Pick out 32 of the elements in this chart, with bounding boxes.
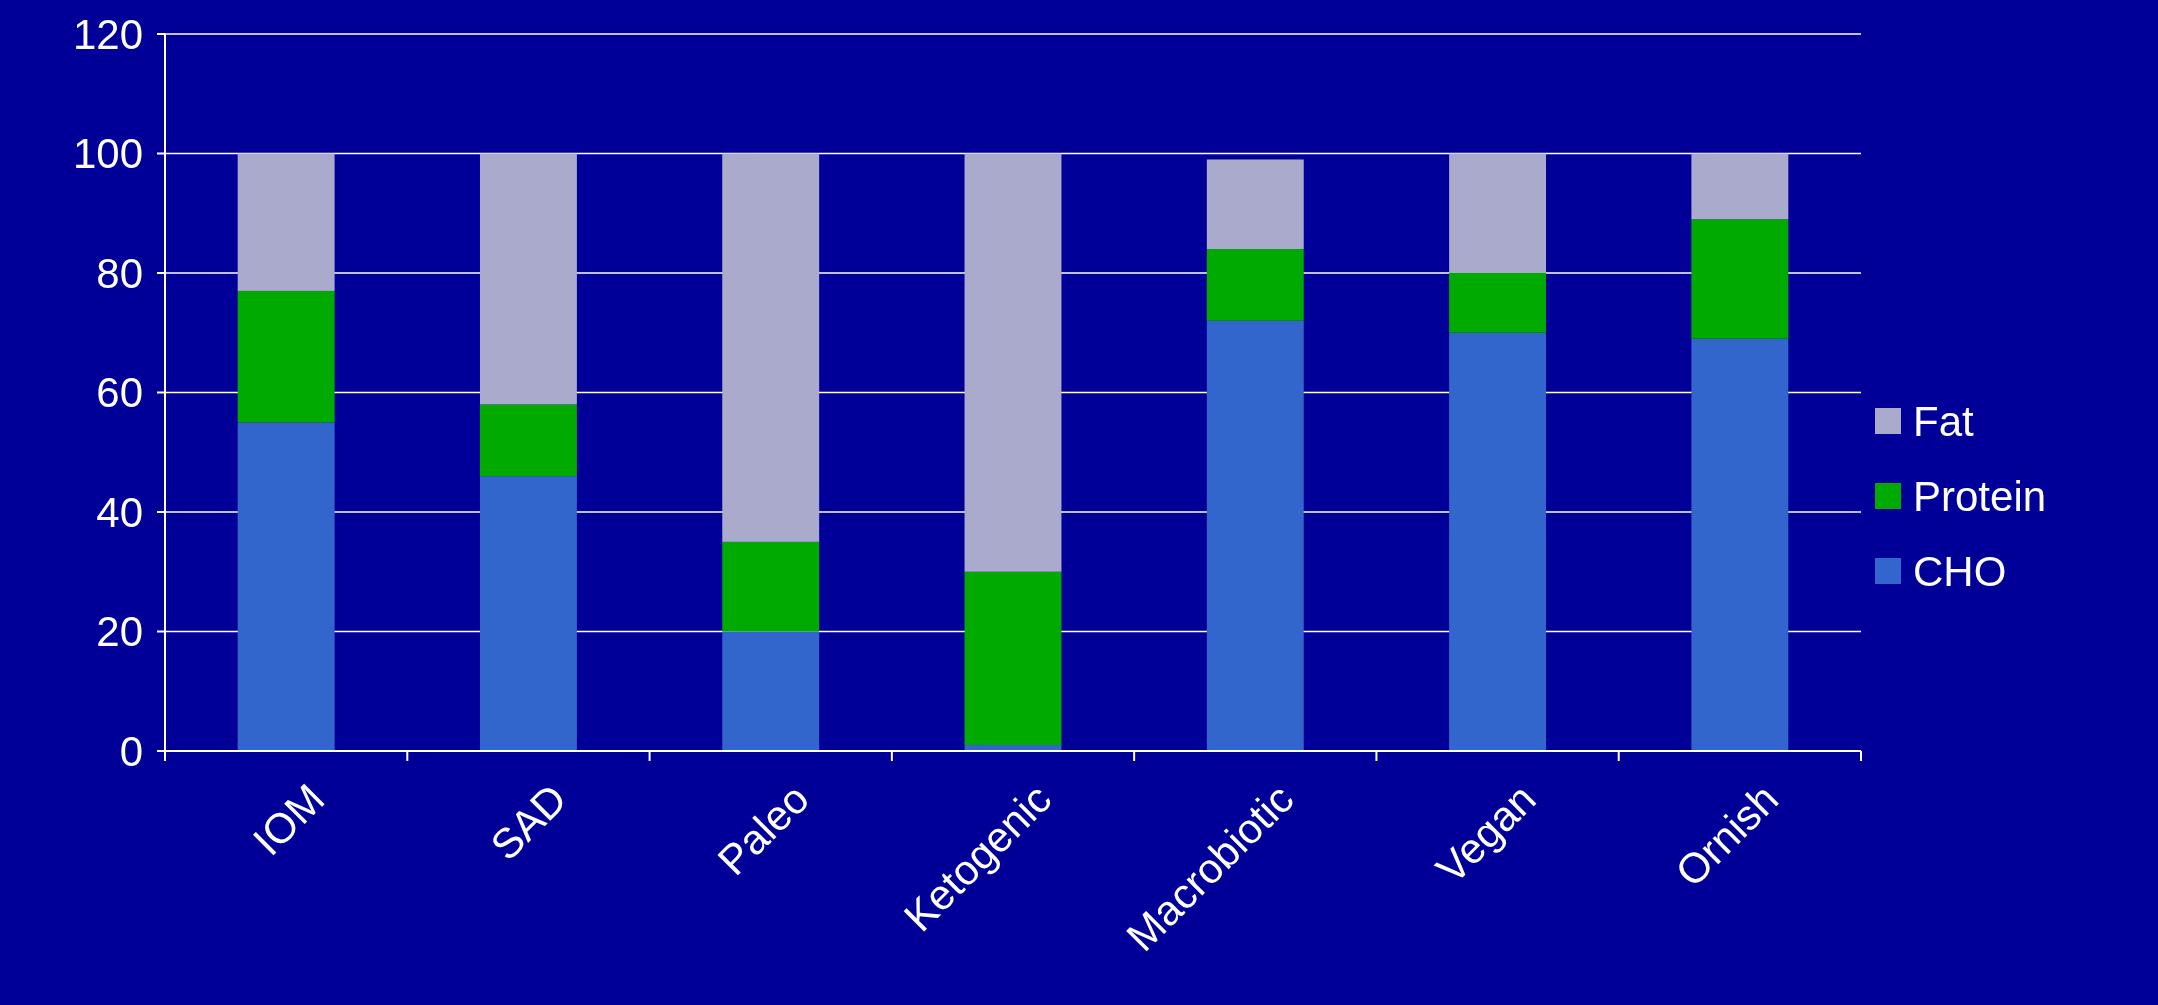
y-tick-label: 20 xyxy=(96,608,143,656)
bar xyxy=(1206,320,1304,751)
legend-label: Fat xyxy=(1913,397,1975,445)
bar xyxy=(1449,332,1547,751)
bar xyxy=(964,571,1062,746)
y-tick-label: 100 xyxy=(72,130,143,178)
bar xyxy=(1206,249,1304,321)
bar xyxy=(237,290,335,423)
bar xyxy=(722,631,820,751)
y-tick-label: 40 xyxy=(96,488,143,536)
bar xyxy=(1449,153,1547,273)
bar xyxy=(722,541,820,632)
x-tick-label: SAD xyxy=(481,774,576,870)
bar xyxy=(479,153,577,405)
y-tick-label: 120 xyxy=(72,10,143,58)
legend-label: Protein xyxy=(1913,472,2047,520)
y-tick-label: 0 xyxy=(119,727,143,775)
bar xyxy=(237,153,335,291)
bar xyxy=(237,422,335,751)
bar xyxy=(1449,273,1547,333)
bar xyxy=(1691,219,1789,339)
bar xyxy=(964,153,1062,572)
bar xyxy=(1691,338,1789,751)
bar xyxy=(1691,153,1789,220)
x-tick-label: IOM xyxy=(243,774,334,865)
y-tick-label: 80 xyxy=(96,249,143,297)
bar xyxy=(479,404,577,477)
y-tick-label: 60 xyxy=(96,369,143,417)
bar xyxy=(479,476,577,751)
bar xyxy=(1206,159,1304,250)
bar xyxy=(722,153,820,542)
legend-label: CHO xyxy=(1913,547,2007,595)
